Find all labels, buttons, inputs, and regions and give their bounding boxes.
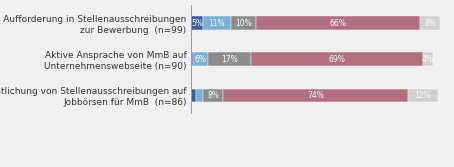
Bar <box>191 89 196 102</box>
Bar <box>251 52 423 66</box>
Bar <box>420 16 440 30</box>
Bar <box>203 16 231 30</box>
Text: 10%: 10% <box>235 19 252 28</box>
Bar <box>208 52 251 66</box>
Bar <box>256 16 420 30</box>
Bar <box>193 52 208 66</box>
Bar <box>223 89 408 102</box>
Text: 5%: 5% <box>191 19 203 28</box>
Text: 11%: 11% <box>208 19 225 28</box>
Text: 66%: 66% <box>330 19 346 28</box>
Text: 12%: 12% <box>415 91 431 100</box>
Text: 6%: 6% <box>195 55 207 64</box>
Text: 74%: 74% <box>307 91 324 100</box>
Text: 8%: 8% <box>207 91 219 100</box>
Bar <box>191 52 193 66</box>
Bar <box>191 16 203 30</box>
Text: 8%: 8% <box>424 19 436 28</box>
Text: 17%: 17% <box>221 55 238 64</box>
Bar <box>203 89 223 102</box>
Bar <box>408 89 438 102</box>
Bar <box>231 16 256 30</box>
Text: 4%: 4% <box>422 55 434 64</box>
Bar <box>423 52 433 66</box>
Bar <box>196 89 203 102</box>
Text: 69%: 69% <box>328 55 345 64</box>
